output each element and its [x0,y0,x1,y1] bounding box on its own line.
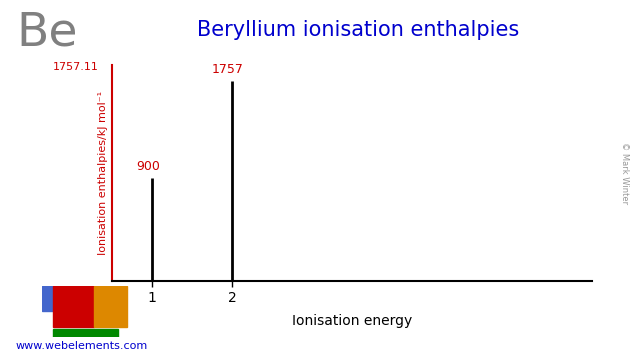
Text: Beryllium ionisation enthalpies: Beryllium ionisation enthalpies [197,20,520,40]
Text: 1757: 1757 [212,63,244,76]
Y-axis label: Ionisation enthalpies/kJ mol⁻¹: Ionisation enthalpies/kJ mol⁻¹ [98,91,108,255]
Text: © Mark Winter: © Mark Winter [620,142,628,204]
Text: Be: Be [16,11,77,56]
Text: 900: 900 [136,160,160,174]
Bar [95,286,127,327]
Text: www.webelements.com: www.webelements.com [16,341,148,351]
Text: 1757.11: 1757.11 [53,62,99,72]
Bar [52,329,118,337]
X-axis label: Ionisation energy: Ionisation energy [292,314,412,328]
Bar [52,286,95,327]
Bar [42,286,52,311]
